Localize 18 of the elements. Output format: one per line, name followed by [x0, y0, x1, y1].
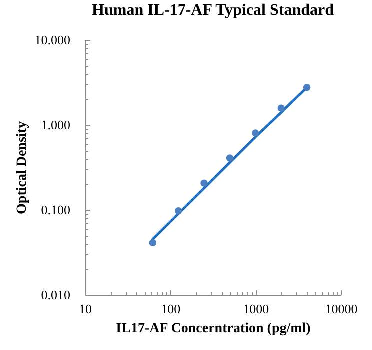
y-tick-label: 0.010 [41, 288, 70, 302]
x-tick-label: 10 [79, 302, 92, 316]
y-tick-label: 0.100 [41, 202, 70, 218]
point [252, 130, 260, 137]
chart-title: Human IL-17-AF Typical Standard [92, 2, 334, 19]
y-tick-label: 10.000 [34, 32, 70, 48]
x-axis-title: IL17-AF Concerntration (pg/ml) [116, 322, 312, 336]
point [303, 84, 311, 92]
x-tick-label: 10000 [325, 302, 358, 316]
point [278, 104, 285, 112]
x-tick-label: 100 [161, 302, 181, 316]
point [149, 239, 157, 247]
point [174, 208, 182, 215]
y-axis-title: Optical Density [14, 122, 30, 214]
y-tick-label: 1.000 [41, 118, 70, 132]
point [200, 180, 208, 187]
x-tick-label: 1000 [243, 302, 270, 316]
point [226, 154, 234, 162]
